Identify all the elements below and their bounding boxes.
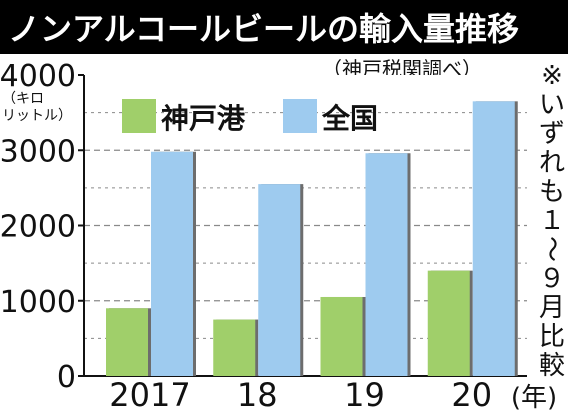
x-tick-label: 19 <box>344 376 385 414</box>
note-char: れ <box>539 148 565 178</box>
x-unit-label: (年) <box>511 383 557 413</box>
x-labels-group: 2017 18 19 20 (年) <box>109 376 557 414</box>
note-char: ず <box>539 119 565 149</box>
note-char: 月 <box>539 293 565 323</box>
legend: 神戸港 全国 <box>122 99 378 135</box>
y-tick-label: 1000 <box>0 285 76 320</box>
bar-kobe-18 <box>213 319 256 376</box>
y-tick-label: 0 <box>57 360 76 395</box>
bar-kobe-19 <box>320 296 363 376</box>
x-tick-label: 2017 <box>109 376 190 414</box>
chart-title: ノンアルコールビールの輸入量推移 <box>8 10 519 48</box>
bar-national-2017 <box>151 151 193 376</box>
bars-group <box>106 101 518 377</box>
bar-kobe-20 <box>427 270 470 376</box>
note-char: 比 <box>539 322 565 352</box>
note-char: ※ <box>541 61 563 91</box>
note-char: 較 <box>539 351 565 381</box>
legend-swatch-kobe <box>122 99 156 133</box>
legend-swatch-national <box>283 99 317 133</box>
title-band <box>0 0 568 54</box>
note-char: ９ <box>539 264 565 294</box>
y-tick-label: 2000 <box>0 210 76 245</box>
y-ticks-group: 0 1000 2000 3000 4000 <box>0 59 84 395</box>
x-tick-label: 18 <box>237 376 278 414</box>
legend-label-kobe: 神戸港 <box>161 102 246 135</box>
bar-national-18 <box>258 184 301 376</box>
note-char: い <box>539 90 565 120</box>
y-tick-label: 4000 <box>0 59 76 94</box>
y-tick-label: 3000 <box>0 134 76 169</box>
bar-national-19 <box>365 153 408 376</box>
bar-national-20 <box>472 101 515 377</box>
legend-label-national: 全国 <box>321 102 378 135</box>
bar-kobe-2017 <box>106 308 148 376</box>
note-char: も <box>539 177 565 207</box>
note-char: １ <box>539 206 565 236</box>
y-unit-label: （キロ リットル） <box>2 91 72 124</box>
note-char: 〜 <box>536 236 566 262</box>
x-tick-label: 20 <box>451 376 492 414</box>
